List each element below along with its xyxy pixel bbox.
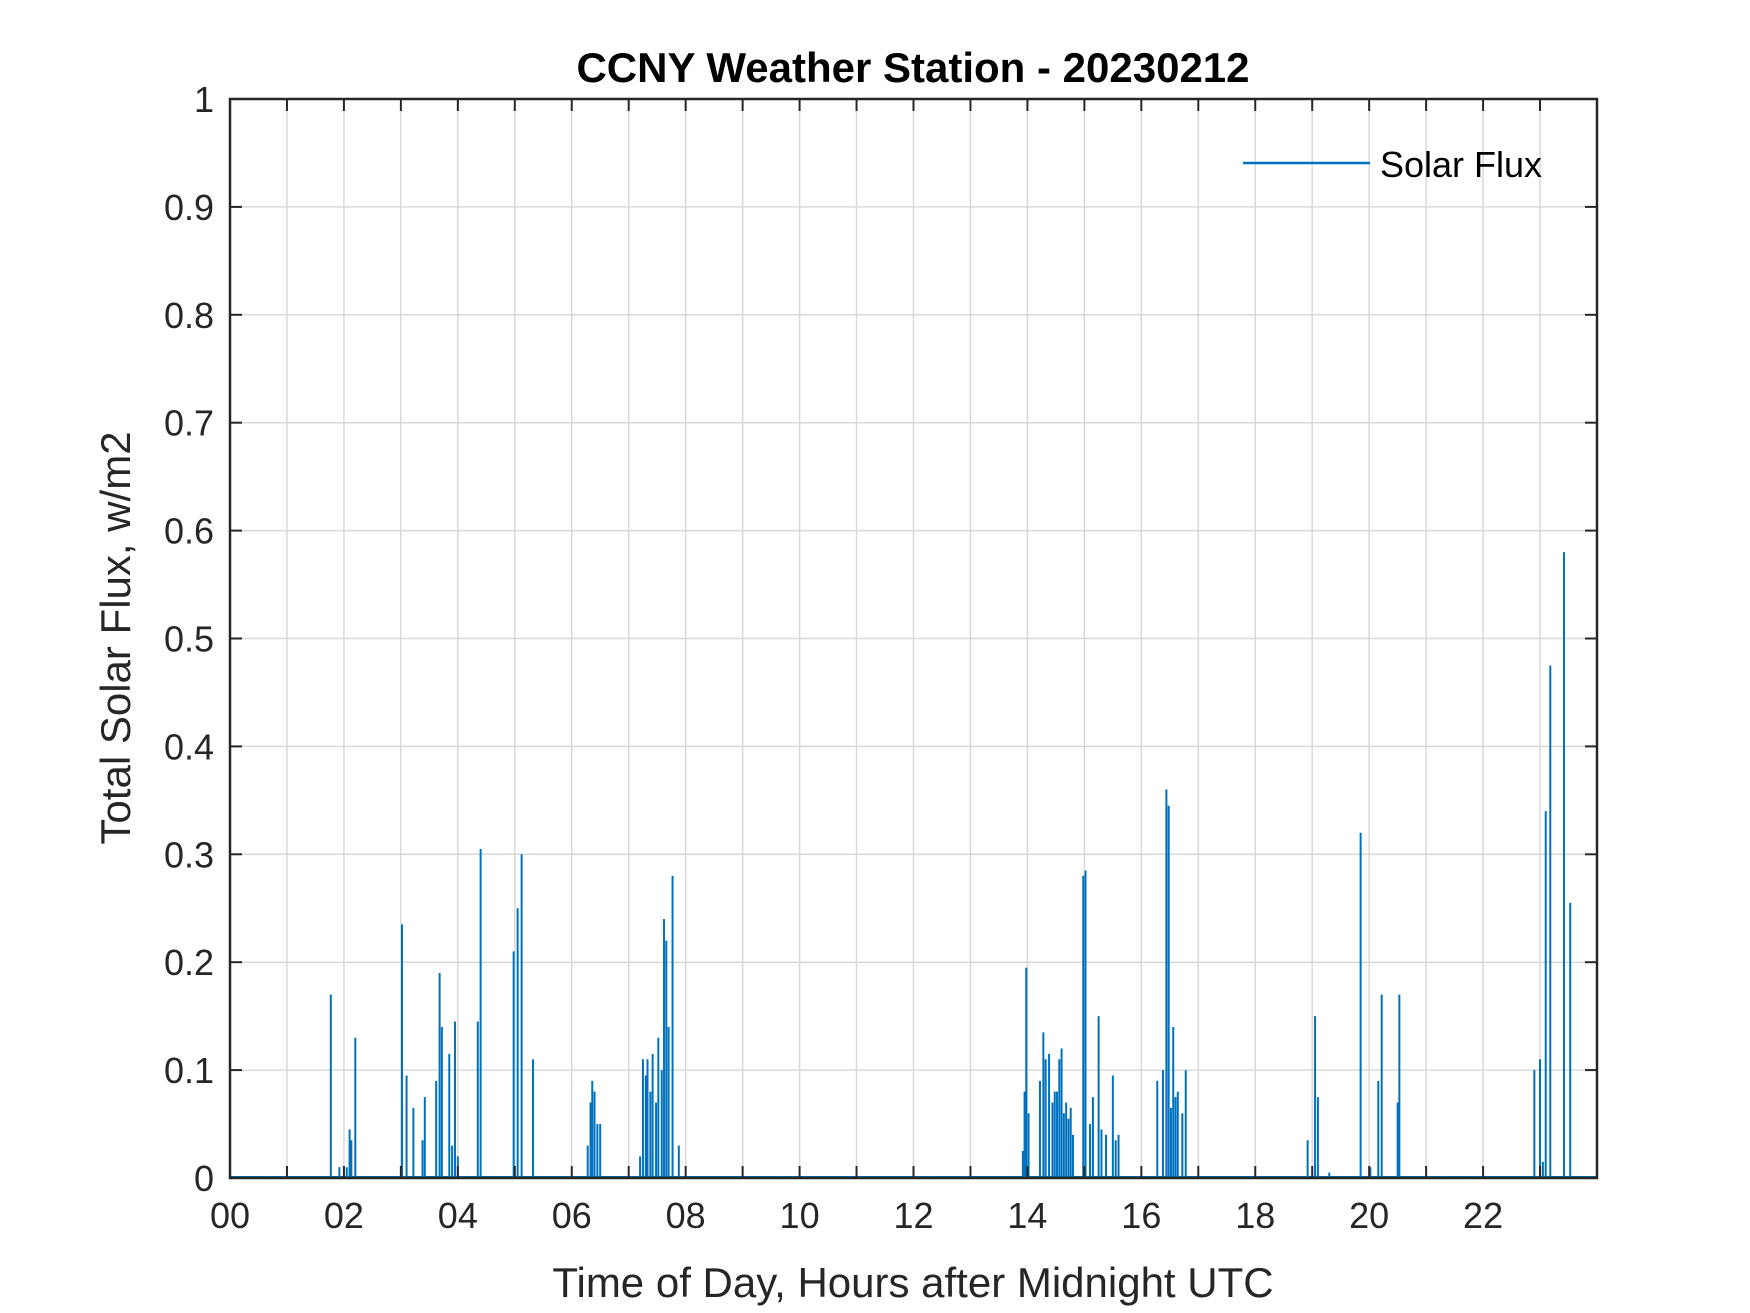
x-tick-label: 06: [552, 1195, 592, 1236]
y-tick-label: 0.3: [164, 834, 214, 875]
legend-label-solar-flux: Solar Flux: [1380, 144, 1542, 185]
y-tick-label: 0: [194, 1158, 214, 1199]
x-tick-label: 02: [324, 1195, 364, 1236]
y-tick-label: 0.4: [164, 726, 214, 767]
x-tick-label: 20: [1349, 1195, 1389, 1236]
x-tick-label: 12: [893, 1195, 933, 1236]
y-tick-label: 0.6: [164, 511, 214, 552]
x-tick-label: 08: [666, 1195, 706, 1236]
y-tick-label: 0.1: [164, 1050, 214, 1091]
x-tick-label: 04: [438, 1195, 478, 1236]
x-tick-label: 22: [1463, 1195, 1503, 1236]
y-tick-label: 1: [194, 79, 214, 120]
y-tick-label: 0.2: [164, 942, 214, 983]
grid-lines: [230, 99, 1597, 1178]
x-tick-label: 00: [210, 1195, 250, 1236]
chart-title: CCNY Weather Station - 20230212: [576, 44, 1249, 91]
x-tick-label: 14: [1007, 1195, 1047, 1236]
x-tick-label: 16: [1121, 1195, 1161, 1236]
legend: Solar Flux: [1243, 144, 1542, 185]
y-tick-label: 0.5: [164, 619, 214, 660]
x-tick-label: 18: [1235, 1195, 1275, 1236]
y-tick-label: 0.7: [164, 403, 214, 444]
x-tick-labels: 00 02 04 06 08 10 12 14 16 18 20 22: [210, 1195, 1503, 1236]
y-tick-labels: 0 0.1 0.2 0.3 0.4 0.5 0.6 0.7 0.8 0.9 1: [164, 79, 214, 1199]
y-tick-label: 0.8: [164, 295, 214, 336]
y-axis-label: Total Solar Flux, w/m2: [92, 431, 139, 844]
tick-marks: [230, 98, 1597, 1179]
x-axis-label: Time of Day, Hours after Midnight UTC: [552, 1259, 1273, 1306]
x-tick-label: 10: [780, 1195, 820, 1236]
y-tick-label: 0.9: [164, 187, 214, 228]
